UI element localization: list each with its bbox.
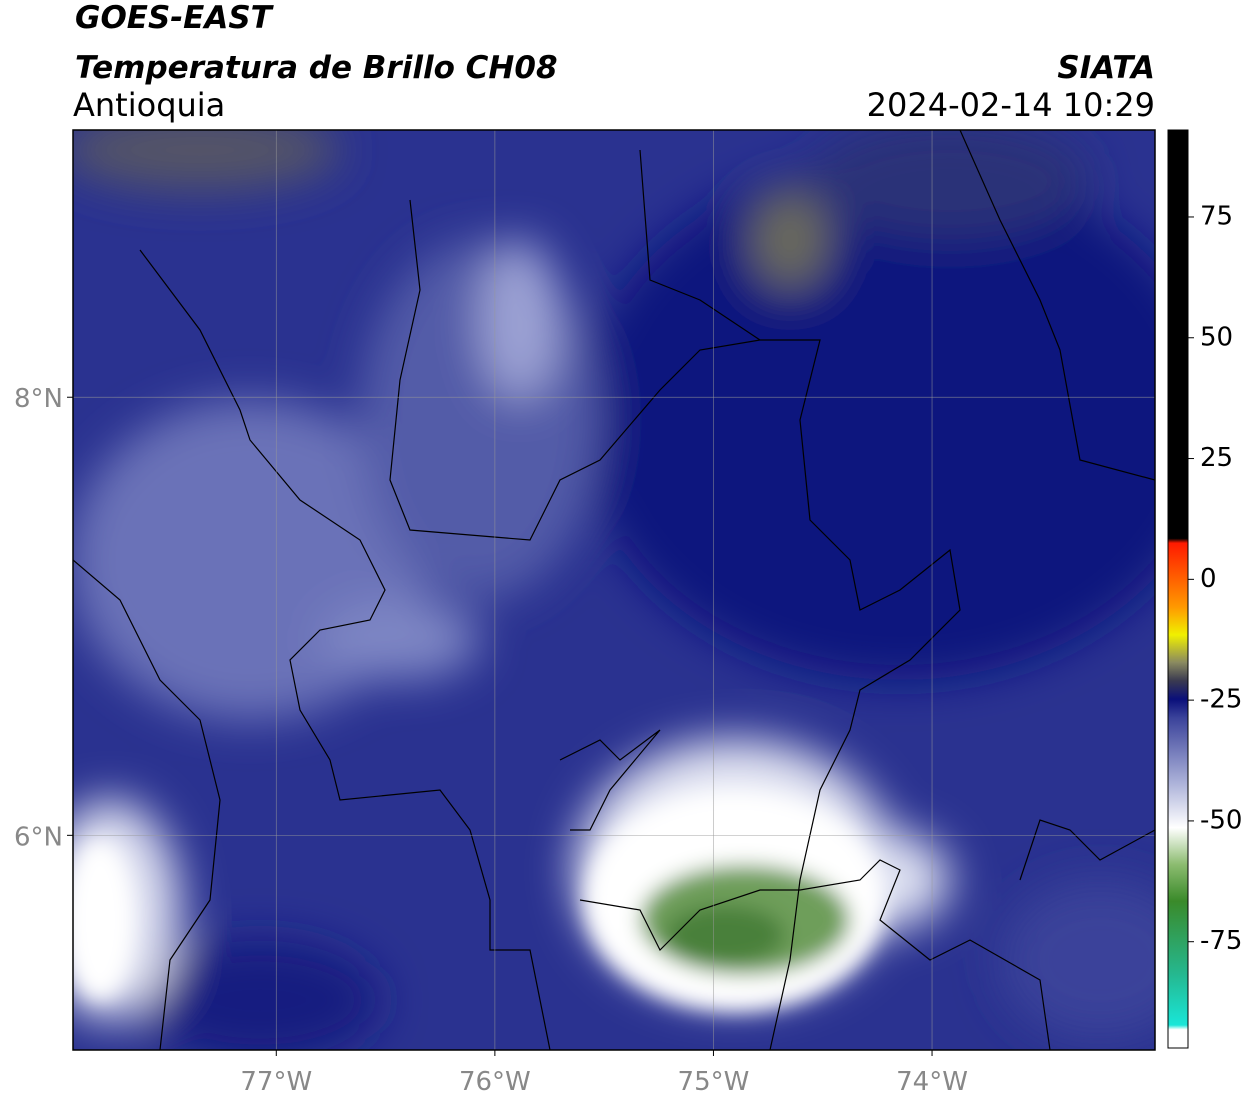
colorbar-tick-label: -75	[1200, 926, 1242, 956]
region: Antioquia	[73, 86, 225, 124]
y-tick-label: 8°N	[14, 384, 63, 414]
gridlines	[73, 130, 1155, 1050]
satellite-image	[73, 130, 1155, 1050]
timestamp: 2024-02-14 10:29	[867, 86, 1155, 124]
title: GOES-EAST	[75, 0, 275, 36]
borders	[73, 130, 1155, 1050]
colorbar-tick-label: 0	[1200, 564, 1217, 594]
x-tick-label: 77°W	[240, 1067, 312, 1097]
colorbar-tick-label: 25	[1200, 443, 1233, 473]
colorbar-tick-label: 75	[1200, 201, 1233, 231]
colorbar-tick-label: -50	[1200, 805, 1242, 835]
x-tick-label: 75°W	[678, 1067, 750, 1097]
colorbar	[1167, 129, 1189, 1049]
x-tick-label: 76°W	[459, 1067, 531, 1097]
y-tick-label: 6°N	[14, 822, 63, 852]
map-frame	[72, 129, 1156, 1051]
colorbar-tick-label: -25	[1200, 685, 1242, 715]
source: SIATA	[1057, 50, 1155, 86]
subtitle: Temperatura de Brillo CH08	[75, 50, 558, 86]
x-tick-label: 74°W	[896, 1067, 968, 1097]
colorbar-tick-label: 50	[1200, 322, 1233, 352]
